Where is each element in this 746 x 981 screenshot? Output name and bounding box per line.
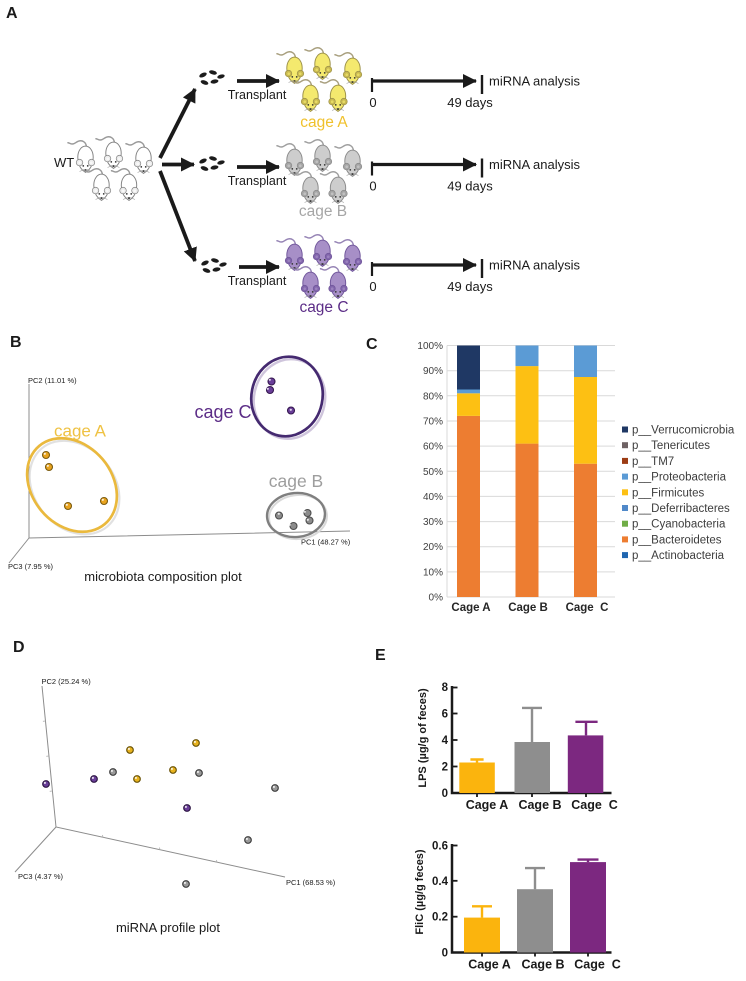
- svg-text:p__Firmicutes: p__Firmicutes: [632, 487, 704, 499]
- svg-text:cage C: cage C: [299, 299, 348, 316]
- svg-text:C: C: [366, 336, 378, 353]
- svg-text:Cage A: Cage A: [466, 798, 509, 812]
- svg-text:50%: 50%: [423, 467, 443, 478]
- svg-text:2: 2: [442, 762, 448, 774]
- svg-text:PC2 (11.01 %): PC2 (11.01 %): [28, 376, 77, 385]
- svg-text:LPS (µg/g of feces): LPS (µg/g of feces): [417, 688, 429, 788]
- svg-text:0: 0: [442, 788, 448, 800]
- svg-text:p__Bacteroidetes: p__Bacteroidetes: [632, 534, 722, 546]
- svg-text:p__Proteobacteria: p__Proteobacteria: [632, 472, 727, 484]
- svg-text:p__Actinobacteria: p__Actinobacteria: [632, 550, 725, 562]
- svg-text:10%: 10%: [423, 567, 443, 578]
- svg-text:A: A: [6, 5, 18, 22]
- svg-text:PC3 (7.95 %): PC3 (7.95 %): [8, 562, 54, 571]
- svg-text:0: 0: [442, 948, 448, 960]
- svg-text:Cage A: Cage A: [451, 602, 490, 614]
- svg-text:p__Tenericutes: p__Tenericutes: [632, 440, 710, 452]
- svg-text:Cage C: Cage C: [574, 958, 621, 972]
- svg-text:p__TM7: p__TM7: [632, 456, 674, 468]
- svg-text:80%: 80%: [423, 391, 443, 402]
- svg-text:100%: 100%: [417, 341, 443, 352]
- svg-text:miRNA profile plot: miRNA profile plot: [116, 920, 220, 935]
- svg-text:p__Deferribacteres: p__Deferribacteres: [632, 503, 730, 515]
- svg-text:Cage B: Cage B: [521, 958, 564, 972]
- svg-text:FliC (µg/g feces): FliC (µg/g feces): [414, 849, 426, 935]
- svg-text:Transplant: Transplant: [228, 174, 287, 188]
- svg-text:40%: 40%: [423, 492, 443, 503]
- svg-text:cage B: cage B: [269, 471, 323, 491]
- svg-text:90%: 90%: [423, 366, 443, 377]
- svg-text:PC1 (68.53 %): PC1 (68.53 %): [286, 878, 336, 887]
- svg-text:60%: 60%: [423, 442, 443, 453]
- svg-text:Cage B: Cage B: [518, 798, 561, 812]
- svg-text:PC3 (4.37 %): PC3 (4.37 %): [18, 872, 64, 881]
- svg-text:8: 8: [442, 682, 449, 694]
- svg-text:Cage B: Cage B: [508, 602, 548, 614]
- svg-text:70%: 70%: [423, 417, 443, 428]
- svg-text:Transplant: Transplant: [228, 274, 287, 288]
- svg-text:WT: WT: [54, 155, 74, 170]
- svg-text:cage C: cage C: [194, 402, 251, 422]
- svg-text:cage A: cage A: [54, 422, 107, 441]
- svg-text:4: 4: [442, 735, 449, 747]
- svg-text:0%: 0%: [429, 593, 444, 604]
- svg-text:PC1 (48.27 %): PC1 (48.27 %): [301, 538, 351, 547]
- svg-text:B: B: [10, 334, 22, 351]
- svg-text:0.2: 0.2: [432, 912, 448, 924]
- svg-text:20%: 20%: [423, 542, 443, 553]
- svg-text:p__Verrucomicrobia: p__Verrucomicrobia: [632, 425, 735, 437]
- svg-text:PC2 (25.24 %): PC2 (25.24 %): [42, 677, 92, 686]
- svg-text:Transplant: Transplant: [228, 88, 287, 102]
- svg-text:D: D: [13, 639, 25, 656]
- svg-text:cage B: cage B: [299, 203, 347, 220]
- svg-text:microbiota composition plot: microbiota composition plot: [84, 569, 242, 584]
- svg-text:p__Cyanobacteria: p__Cyanobacteria: [632, 519, 726, 531]
- svg-text:0.6: 0.6: [432, 841, 448, 853]
- svg-text:Cage C: Cage C: [571, 798, 618, 812]
- svg-text:30%: 30%: [423, 517, 443, 528]
- svg-text:E: E: [375, 647, 386, 664]
- svg-text:6: 6: [442, 709, 448, 721]
- svg-text:Cage A: Cage A: [468, 958, 511, 972]
- svg-text:Cage C: Cage C: [566, 602, 609, 614]
- svg-text:cage A: cage A: [300, 114, 348, 131]
- svg-text:0.4: 0.4: [432, 876, 449, 888]
